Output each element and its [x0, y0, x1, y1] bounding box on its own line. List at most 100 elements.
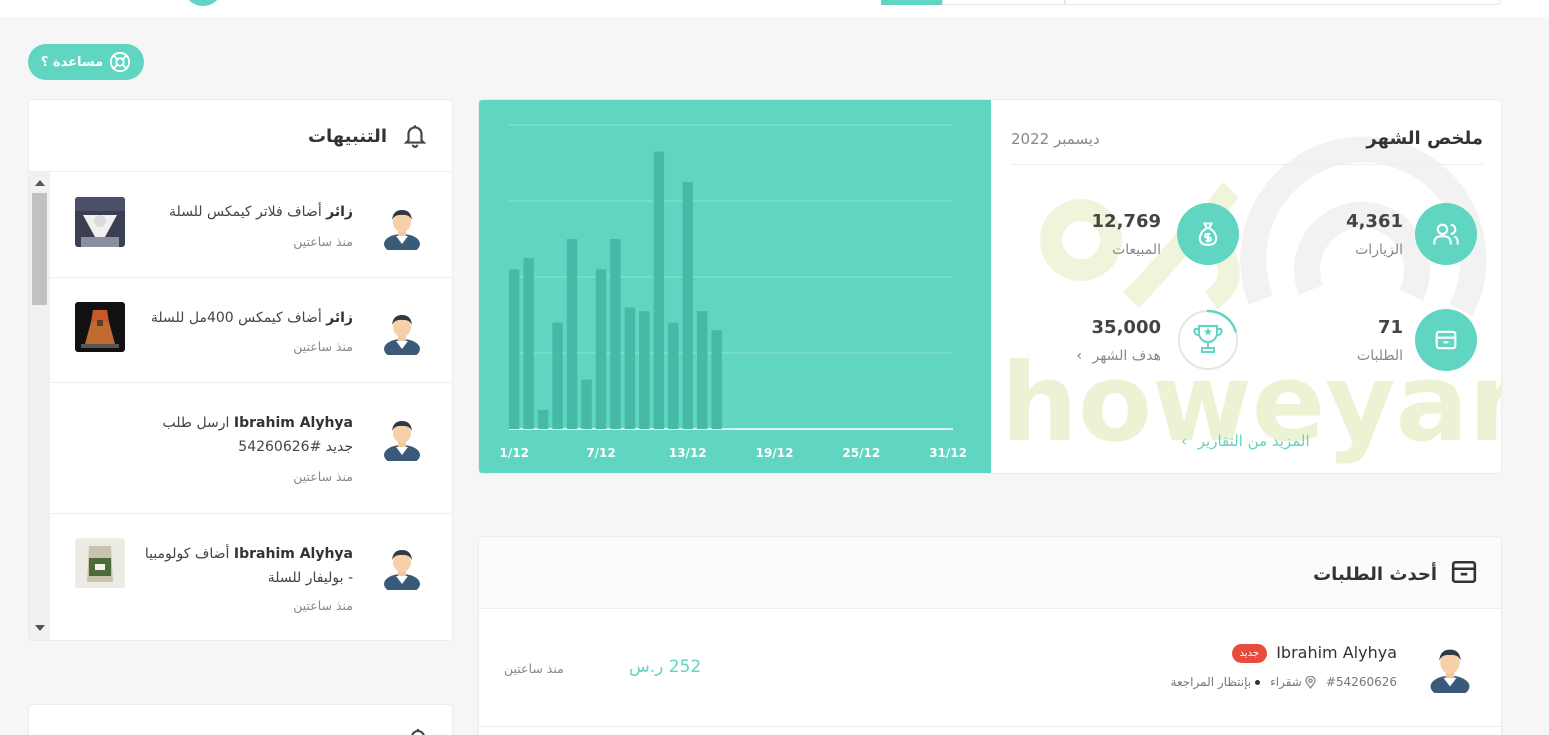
top-search-input[interactable] — [1065, 0, 1501, 5]
chart-bar[interactable] — [610, 239, 621, 429]
top-navbar — [0, 0, 1549, 17]
bar-chart: 1/12 7/12 13/12 19/12 25/12 31/12 — [499, 124, 967, 460]
notifications-header: التنبيهات — [29, 100, 452, 172]
notifications-title: التنبيهات — [307, 126, 387, 147]
notification-time: منذ ساعتين — [293, 469, 353, 484]
more-reports-link[interactable]: المزيد من التقارير › — [1181, 432, 1310, 450]
sales-stat-icon — [1177, 203, 1239, 265]
chart-bar[interactable] — [682, 182, 693, 429]
notification-time: منذ ساعتين — [293, 234, 353, 249]
notification-action: أضاف فلاتر كيمكس للسلة — [169, 204, 322, 220]
scroll-up-arrow-icon[interactable] — [35, 180, 45, 186]
chevron-left-icon: › — [1076, 348, 1083, 364]
help-button[interactable]: مساعدة ؟ — [28, 44, 144, 80]
box-icon — [1435, 330, 1457, 350]
visits-stat-icon — [1415, 203, 1477, 265]
notification-time: منذ ساعتين — [293, 339, 353, 354]
notifications-scrollbar[interactable] — [29, 172, 50, 640]
summary-divider — [1011, 164, 1483, 165]
sales-chart: 1/12 7/12 13/12 19/12 25/12 31/12 — [479, 100, 991, 473]
order-status: بإنتظار المراجعة — [1170, 675, 1252, 689]
summary-date: ديسمبر 2022 — [1011, 130, 1100, 148]
top-logo-circle[interactable] — [183, 0, 223, 6]
chart-bar[interactable] — [566, 239, 578, 429]
month-summary-card: 1/12 7/12 13/12 19/12 25/12 31/12 howeyan ملخ… — [478, 99, 1502, 474]
notification-item[interactable]: زائر أضاف فلاتر كيمكس للسلة منذ ساعتين — [50, 172, 452, 278]
user-avatar-icon — [1430, 649, 1470, 693]
svg-text:howeyan: howeyan — [1001, 341, 1502, 466]
goal-label[interactable]: هدف الشهر › — [1076, 348, 1161, 364]
goal-progress-ring — [1178, 309, 1238, 370]
chart-bar[interactable] — [595, 269, 607, 429]
summary-stats: howeyan ملخص الشهر ديسمبر 2022 4,361 الز… — [991, 100, 1502, 473]
order-status-wrap: بإنتظار المراجعة — [1171, 675, 1261, 689]
notification-action: أضاف كولومبيا - بوليفار للسلة — [144, 546, 353, 586]
notification-actor: Ibrahim Alyhya — [233, 546, 353, 562]
goal-label-text: هدف الشهر — [1092, 348, 1161, 364]
notification-item[interactable]: Ibrahim Alyhya أضاف كولومبيا - بوليفار ل… — [50, 514, 452, 640]
order-city: شقراء — [1270, 675, 1302, 689]
chart-bar[interactable] — [624, 307, 636, 429]
top-tab[interactable] — [942, 0, 1065, 5]
money-bag-icon — [1198, 222, 1218, 246]
order-row[interactable]: Ibrahim Alyhya جديد #54260626 شقراء بإنت… — [479, 609, 1501, 727]
latest-orders-card: أحدث الطلبات Ibrahim Alyhya جديد #542606… — [478, 536, 1502, 735]
sales-value: 12,769 — [1091, 211, 1161, 232]
latest-orders-title: أحدث الطلبات — [1313, 564, 1437, 585]
user-avatar-icon — [384, 210, 420, 250]
more-reports-label: المزيد من التقارير — [1197, 432, 1310, 450]
product-thumbnail — [75, 538, 125, 588]
chart-bar[interactable] — [552, 322, 563, 429]
bell-icon — [411, 729, 425, 735]
product-thumbnail — [75, 302, 125, 352]
order-price: 252 ر.س — [629, 657, 702, 677]
goal-value: 35,000 — [1091, 317, 1161, 338]
lifebuoy-icon — [110, 51, 131, 73]
trophy-icon — [1193, 325, 1223, 353]
chart-bar[interactable] — [653, 151, 665, 429]
chart-bar[interactable] — [537, 410, 549, 429]
status-dot-icon — [1255, 679, 1261, 685]
chart-bar[interactable] — [711, 330, 722, 429]
user-avatar-icon — [384, 421, 420, 461]
notification-actor: زائر — [326, 204, 353, 220]
secondary-panel — [28, 704, 453, 735]
chart-bar[interactable] — [639, 311, 650, 429]
chart-x-tick-label: 25/12 — [842, 446, 880, 460]
notification-item[interactable]: Ibrahim Alyhya ارسل طلب جديد #54260626 م… — [50, 383, 452, 514]
chart-bar[interactable] — [581, 379, 592, 429]
notification-item[interactable]: زائر أضاف كيمكس 400مل للسلة منذ ساعتين — [50, 278, 452, 383]
orders-stat-icon — [1415, 309, 1477, 371]
notification-actor: Ibrahim Alyhya — [233, 415, 353, 431]
scroll-thumb[interactable] — [32, 193, 47, 305]
chart-bar[interactable] — [523, 258, 534, 429]
visits-label: الزيارات — [1355, 242, 1403, 258]
order-number[interactable]: #54260626 — [1325, 675, 1397, 689]
orders-value: 71 — [1377, 317, 1403, 338]
orders-label: الطلبات — [1357, 348, 1403, 364]
visits-value: 4,361 — [1346, 211, 1403, 232]
users-icon — [1433, 223, 1459, 245]
howeyan-watermark-logo: howeyan — [1001, 136, 1502, 466]
product-thumbnail — [75, 197, 125, 247]
scroll-down-arrow-icon[interactable] — [35, 625, 45, 631]
chart-x-tick-label: 19/12 — [756, 446, 794, 460]
top-tab-active[interactable] — [881, 0, 942, 5]
chart-bar[interactable] — [509, 269, 520, 429]
order-meta: #54260626 شقراء بإنتظار المراجعة — [1171, 675, 1397, 689]
user-avatar-icon — [384, 550, 420, 590]
notifications-panel: التنبيهات زائر أضاف فلاتر كيمكس للسلة من… — [28, 99, 453, 641]
chart-x-tick-label: 7/12 — [586, 446, 615, 460]
notification-action: أضاف كيمكس 400مل للسلة — [150, 310, 322, 326]
user-avatar-icon — [384, 315, 420, 355]
chart-x-tick-label: 1/12 — [499, 446, 528, 460]
summary-title: ملخص الشهر — [1366, 128, 1483, 149]
order-city-wrap: شقراء — [1270, 675, 1316, 689]
chart-bar[interactable] — [668, 322, 679, 429]
new-badge: جديد — [1231, 644, 1267, 663]
notification-actor: زائر — [326, 310, 353, 326]
chart-bar[interactable] — [697, 311, 708, 429]
customer-name[interactable]: Ibrahim Alyhya — [1276, 643, 1397, 662]
latest-orders-header: أحدث الطلبات — [479, 537, 1501, 609]
order-time: منذ ساعتين — [504, 661, 564, 676]
